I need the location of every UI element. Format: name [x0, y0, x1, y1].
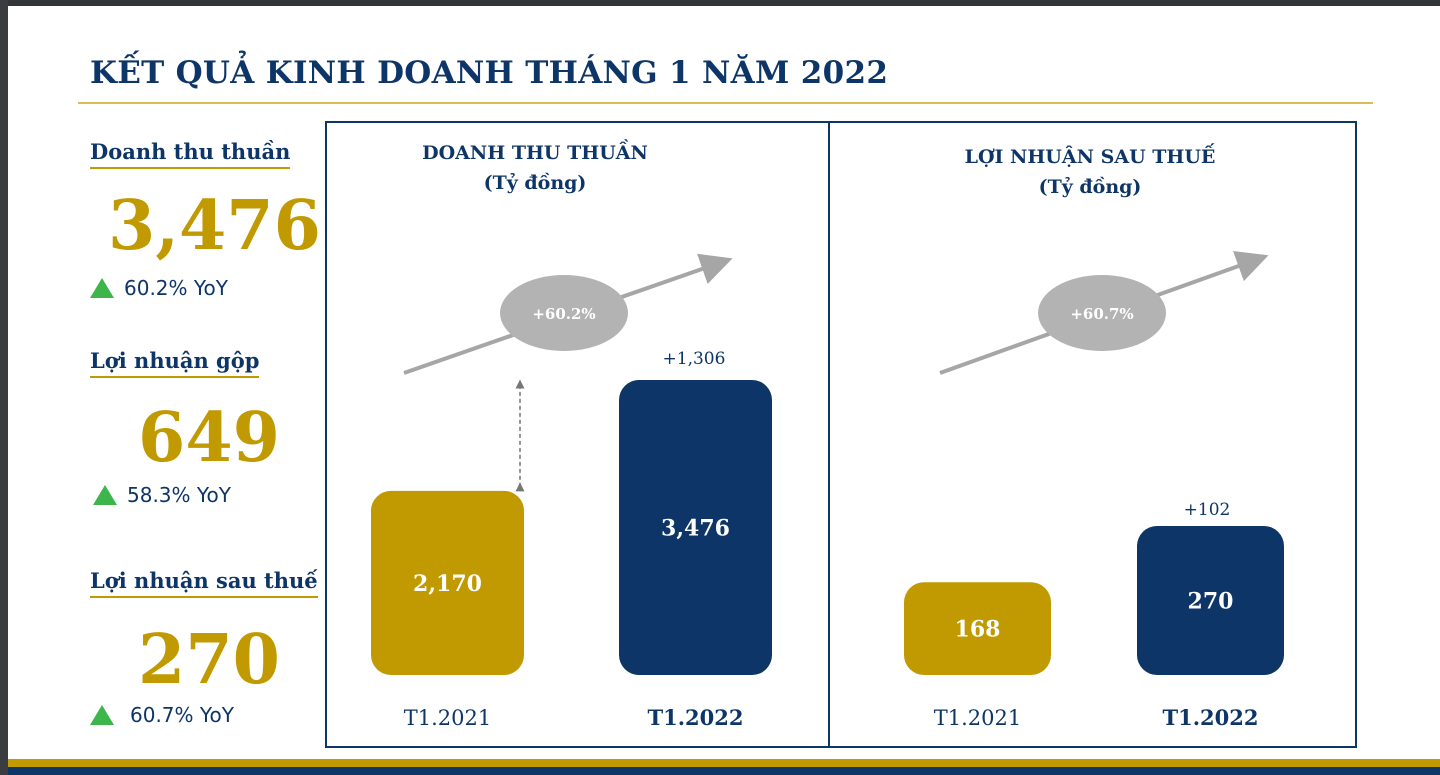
bar-value-label: 168 — [955, 617, 1001, 643]
bar-value-label: 2,170 — [413, 571, 482, 597]
kpi-label-gross-profit: Lợi nhuận gộp — [90, 348, 260, 378]
difference-label: +1,306 — [663, 349, 726, 369]
chart-subtitle: (Tỷ đồng) — [1038, 176, 1142, 198]
kpi-label-net-profit: Lợi nhuận sau thuế — [90, 568, 318, 598]
category-label: T1.2022 — [648, 705, 744, 730]
footer-navy-band — [8, 767, 1440, 775]
kpi-yoy-text: 58.3% YoY — [127, 483, 231, 507]
category-label: T1.2022 — [1163, 705, 1259, 730]
bar-value-label: 270 — [1188, 589, 1234, 615]
title-divider — [78, 102, 1373, 104]
net-profit-chart: +60.7% 168 T1.2021 270 T1.2022 +102 — [904, 251, 1284, 730]
growth-label: +60.7% — [1070, 305, 1133, 323]
bar-T1.2021 — [371, 490, 524, 675]
up-triangle-icon — [90, 278, 114, 298]
kpi-label-revenue: Doanh thu thuần — [90, 139, 291, 169]
kpi-yoy-text: 60.2% YoY — [124, 276, 228, 300]
revenue-chart-title: DOANH THU THUẦN (Tỷ đồng) — [325, 138, 745, 198]
window-left-edge — [0, 0, 8, 775]
bar-T1.2021 — [904, 582, 1051, 675]
growth-bubble — [1038, 275, 1166, 351]
chart-title: LỢI NHUẬN SAU THUẾ — [964, 146, 1216, 168]
growth-bubble — [500, 275, 628, 351]
kpi-value-gross-profit: 649 — [138, 398, 280, 478]
category-label: T1.2021 — [934, 706, 1022, 730]
difference-label: +102 — [1184, 500, 1231, 520]
bar-T1.2022 — [619, 380, 772, 675]
kpi-yoy-text: 60.7% YoY — [130, 703, 234, 727]
category-label: T1.2021 — [404, 706, 492, 730]
revenue-chart: +60.2% 2,170 T1.2021 3,476 T1.2022 +1,306 — [371, 253, 772, 730]
window-top-bar — [0, 0, 1440, 6]
chart-title: DOANH THU THUẦN — [422, 142, 648, 164]
kpi-yoy-revenue: 60.2% YoY — [90, 276, 228, 300]
footer-gold-band — [8, 759, 1440, 767]
growth-label: +60.2% — [532, 305, 595, 323]
kpi-yoy-net-profit: 60.7% YoY — [90, 703, 234, 727]
up-triangle-icon — [90, 705, 114, 725]
kpi-value-net-profit: 270 — [138, 620, 280, 700]
net-profit-chart-panel — [828, 121, 1357, 748]
chart-subtitle: (Tỷ đồng) — [483, 172, 587, 194]
kpi-value-revenue: 3,476 — [108, 186, 321, 266]
bar-T1.2022 — [1137, 526, 1284, 675]
page-title: KẾT QUẢ KINH DOANH THÁNG 1 NĂM 2022 — [90, 55, 889, 91]
bar-value-label: 3,476 — [661, 516, 730, 542]
up-triangle-icon — [93, 485, 117, 505]
kpi-yoy-gross-profit: 58.3% YoY — [93, 483, 231, 507]
net-profit-chart-title: LỢI NHUẬN SAU THUẾ (Tỷ đồng) — [880, 142, 1300, 202]
